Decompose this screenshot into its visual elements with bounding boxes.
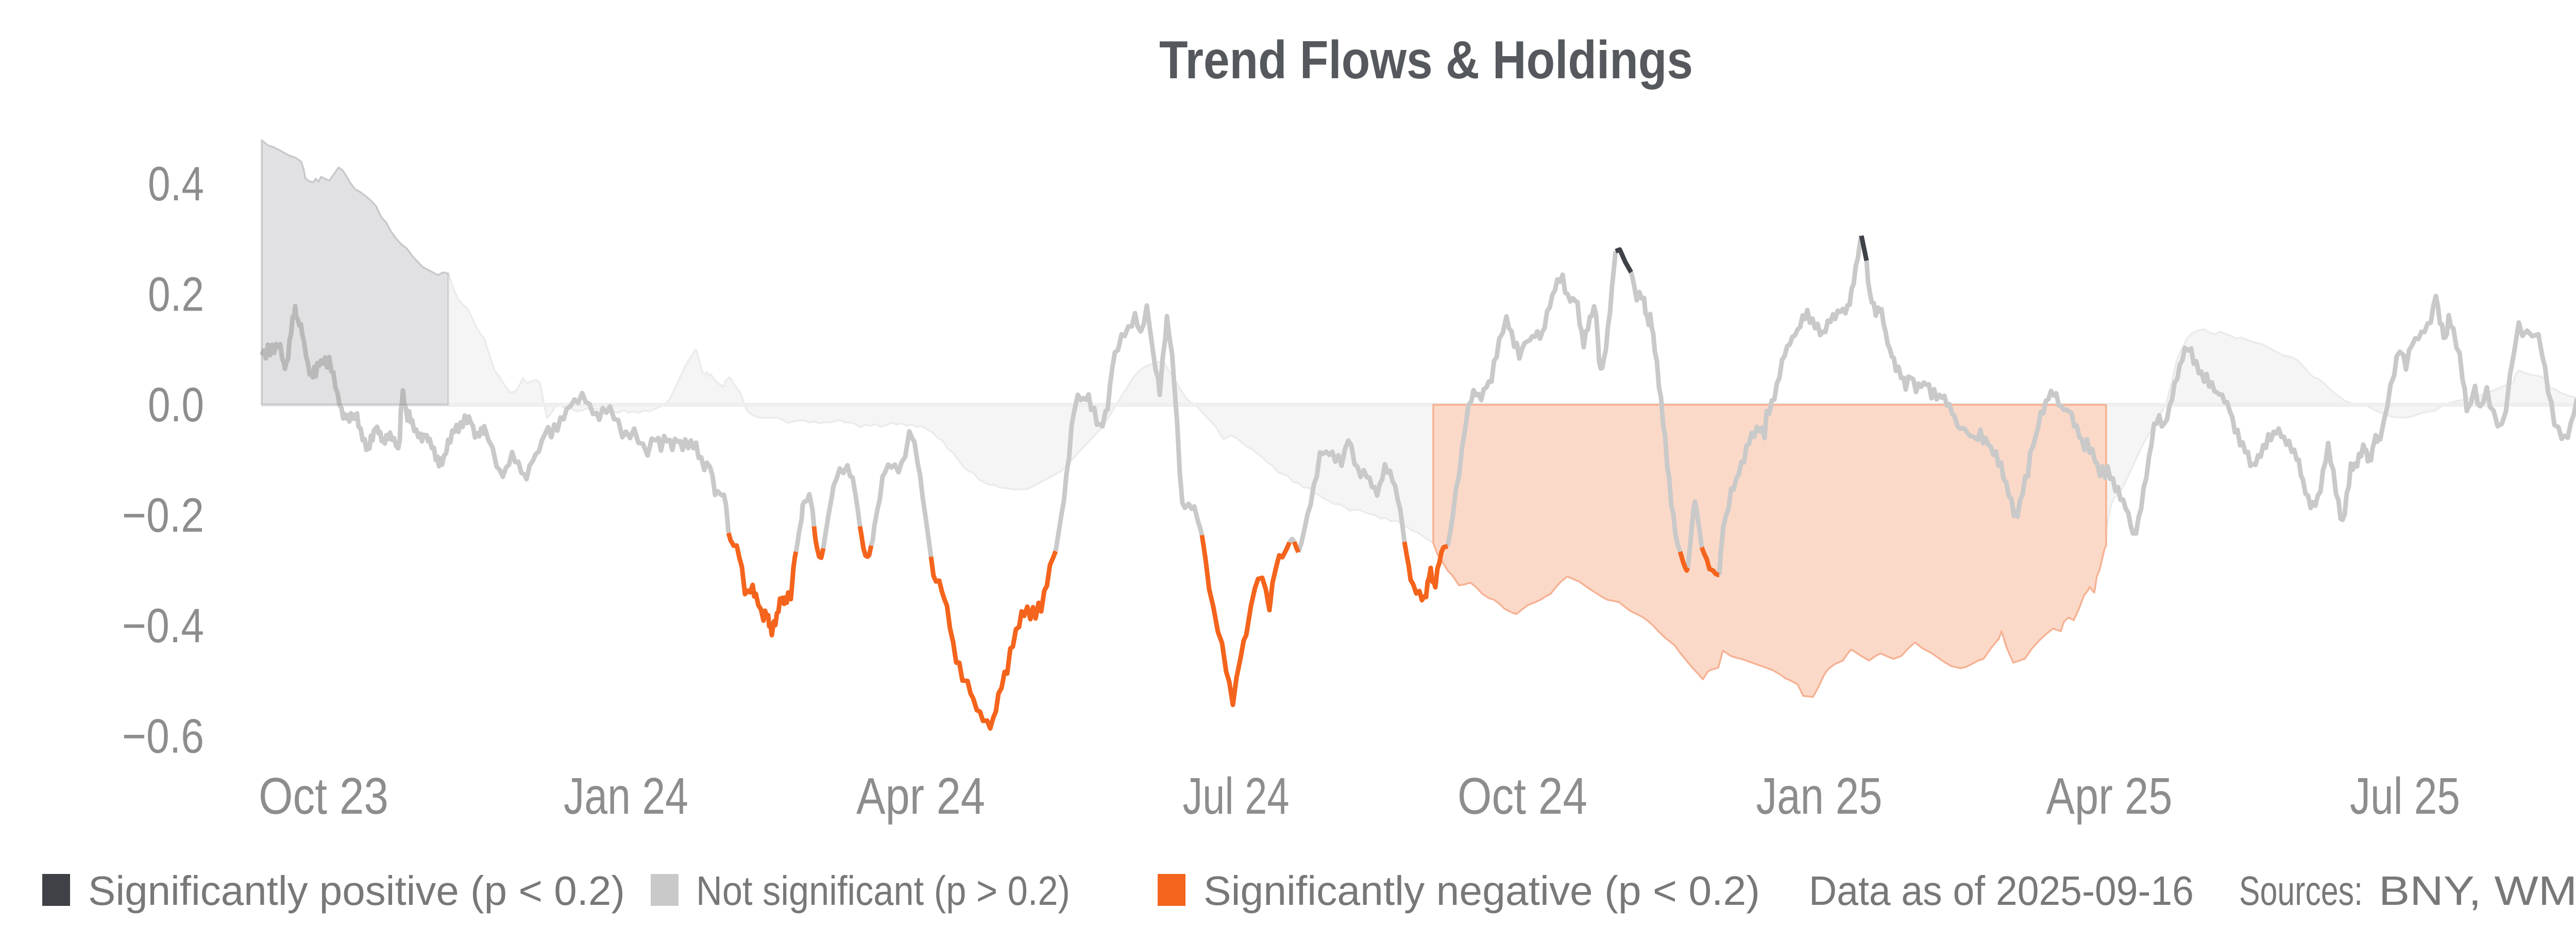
svg-text:Oct 24: Oct 24 (1458, 767, 1587, 825)
svg-text:−0.6: −0.6 (122, 709, 204, 763)
svg-text:BNY, WM/Refinitiv: BNY, WM/Refinitiv (2379, 868, 2576, 914)
svg-text:0.4: 0.4 (148, 157, 204, 211)
svg-text:Significantly negative (p < 0.: Significantly negative (p < 0.2) (1204, 868, 1760, 914)
svg-text:Jul 24: Jul 24 (1183, 767, 1290, 825)
svg-text:Jan 24: Jan 24 (564, 767, 688, 825)
svg-text:−0.4: −0.4 (122, 598, 204, 653)
svg-text:Sources:: Sources: (2239, 868, 2363, 914)
svg-text:Apr 25: Apr 25 (2046, 767, 2173, 825)
svg-text:0.2: 0.2 (148, 267, 204, 321)
svg-text:Data as of 2025-09-16: Data as of 2025-09-16 (1809, 868, 2194, 914)
svg-text:Significantly positive (p < 0.: Significantly positive (p < 0.2) (88, 868, 625, 914)
svg-text:Not significant (p > 0.2): Not significant (p > 0.2) (696, 868, 1070, 914)
svg-text:Jul 25: Jul 25 (2350, 767, 2460, 825)
svg-text:Trend Flows & Holdings: Trend Flows & Holdings (1159, 30, 1693, 90)
svg-text:0.0: 0.0 (148, 377, 204, 432)
svg-text:−0.2: −0.2 (122, 488, 204, 542)
svg-text:Jan 25: Jan 25 (1756, 767, 1883, 825)
svg-text:Oct 23: Oct 23 (259, 767, 388, 825)
svg-text:Apr 24: Apr 24 (856, 767, 985, 825)
